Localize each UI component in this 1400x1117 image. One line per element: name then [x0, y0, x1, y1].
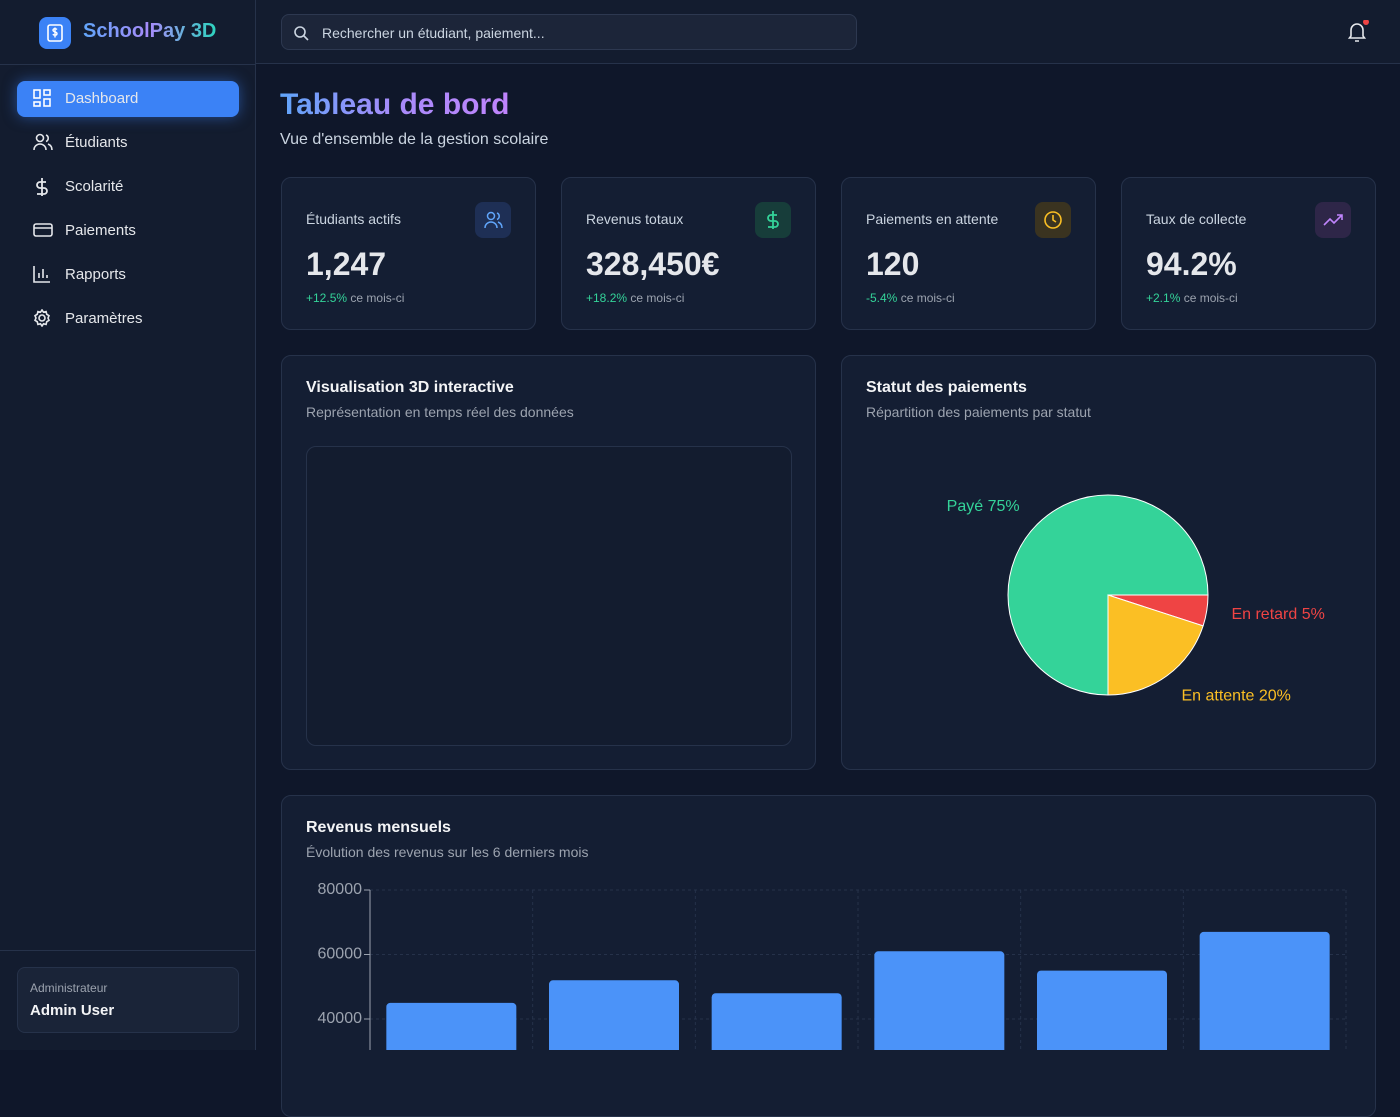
viewport-3d[interactable]	[306, 446, 792, 746]
stat-period: ce mois-ci	[350, 291, 405, 305]
brand-row: SchoolPay 3D	[0, 0, 255, 65]
nav-item[interactable]: Étudiants	[17, 125, 239, 161]
y-tick-label: 80000	[318, 881, 363, 898]
stat-value: 94.2%	[1146, 246, 1237, 282]
nav-label: Dashboard	[65, 90, 139, 107]
visualization-card: Visualisation 3D interactive Représentat…	[281, 355, 816, 770]
search-placeholder: Rechercher un étudiant, paiement...	[322, 25, 545, 41]
nav-label: Paiements	[65, 222, 136, 239]
stat-value: 1,247	[306, 246, 387, 282]
nav-label: Paramètres	[65, 310, 143, 327]
y-tick-label: 60000	[318, 946, 363, 963]
stat-card: Taux de collecte 94.2% +2.1% ce mois-ci	[1121, 177, 1376, 330]
stat-period: ce mois-ci	[630, 291, 685, 305]
y-tick-label: 40000	[318, 1010, 363, 1027]
nav-item[interactable]: Dashboard	[17, 81, 239, 117]
nav-label: Rapports	[65, 266, 126, 283]
card-subtitle: Représentation en temps réel des données	[306, 404, 574, 420]
bar	[1199, 931, 1330, 1050]
user-name: Admin User	[30, 1002, 115, 1019]
stat-card: Étudiants actifs 1,247 +12.5% ce mois-ci	[281, 177, 536, 330]
chart-layer: Payé 75% En retard 5% En attente 20% 40000 6…	[318, 494, 1347, 1050]
card-subtitle: Évolution des revenus sur les 6 derniers…	[306, 844, 589, 860]
user-role: Administrateur	[30, 981, 108, 995]
stat-label: Taux de collecte	[1146, 211, 1247, 227]
pie-slice	[1107, 594, 1204, 696]
stat-label: Paiements en attente	[866, 211, 999, 227]
pie-label: En attente 20%	[1181, 687, 1290, 704]
stat-label: Étudiants actifs	[306, 211, 401, 227]
stat-change-value: -5.4%	[866, 291, 898, 305]
card-title: Statut des paiements	[866, 379, 1027, 396]
stat-card: Paiements en attente 120 -5.4% ce mois-c…	[841, 177, 1096, 330]
bar	[874, 951, 1005, 1050]
stat-period: ce mois-ci	[900, 291, 955, 305]
bar	[1037, 970, 1167, 1050]
sidebar	[0, 0, 256, 1050]
stat-change: +2.1% ce mois-ci	[1146, 291, 1238, 305]
stat-icon	[475, 202, 511, 238]
stat-icon	[1315, 202, 1351, 238]
stat-card: Revenus totaux 328,450€ +18.2% ce mois-c…	[561, 177, 816, 330]
stat-period: ce mois-ci	[1183, 291, 1238, 305]
pie-label: Payé 75%	[947, 498, 1020, 515]
nav-item[interactable]: Rapports	[17, 257, 239, 293]
brand: SchoolPay 3D	[83, 20, 217, 42]
stat-change-value: +2.1%	[1146, 291, 1181, 305]
page-title: Tableau de bord	[280, 88, 510, 121]
stat-change: +18.2% ce mois-ci	[586, 291, 684, 305]
stat-label: Revenus totaux	[586, 211, 684, 227]
nav-item[interactable]: Paramètres	[17, 301, 239, 337]
bar	[386, 1002, 517, 1050]
card-title: Visualisation 3D interactive	[306, 379, 514, 396]
stat-value: 120	[866, 246, 920, 282]
stat-icon	[1035, 202, 1071, 238]
stat-icon	[755, 202, 791, 238]
nav-item[interactable]: Paiements	[17, 213, 239, 249]
nav-label: Scolarité	[65, 178, 124, 195]
pie-label: En retard 5%	[1231, 606, 1324, 623]
card-title: Revenus mensuels	[306, 819, 451, 836]
bar	[711, 993, 842, 1050]
nav-label: Étudiants	[65, 134, 128, 151]
user-box[interactable]: Administrateur Admin User	[17, 967, 239, 1033]
card-subtitle: Répartition des paiements par statut	[866, 404, 1091, 420]
stat-change: +12.5% ce mois-ci	[306, 291, 404, 305]
search-box[interactable]: Rechercher un étudiant, paiement...	[281, 14, 857, 50]
bar	[549, 980, 679, 1050]
brand-icon	[39, 17, 71, 49]
notifications[interactable]	[1345, 19, 1369, 44]
stat-change: -5.4% ce mois-ci	[866, 291, 955, 305]
stat-value: 328,450€	[586, 246, 720, 282]
nav-item[interactable]: Scolarité	[17, 169, 239, 205]
stat-change-value: +18.2%	[586, 291, 628, 305]
separator	[0, 950, 255, 951]
page-subtitle: Vue d'ensemble de la gestion scolaire	[280, 131, 549, 148]
stat-change-value: +12.5%	[306, 291, 348, 305]
